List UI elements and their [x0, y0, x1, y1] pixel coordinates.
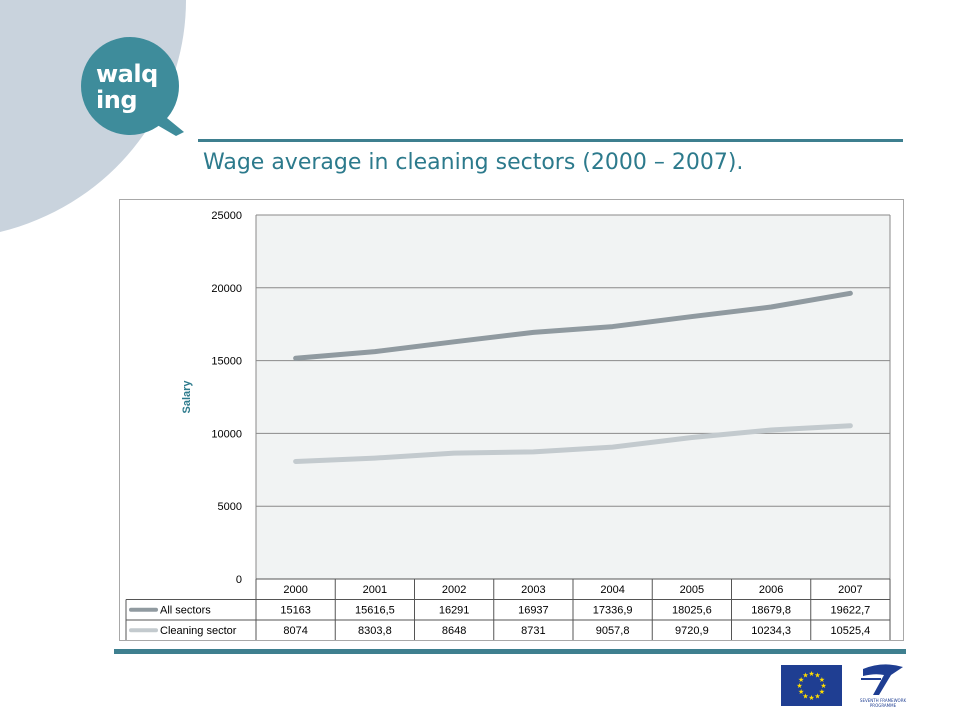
data-point: [373, 350, 377, 354]
fp7-caption-line2: PROGRAMME: [869, 703, 897, 708]
x-tick-label: 2004: [600, 584, 624, 596]
title-rule: [198, 139, 903, 142]
data-label: 18025,6: [672, 605, 712, 617]
x-tick-label: 2005: [680, 584, 704, 596]
data-point: [531, 450, 535, 454]
data-label: 17336,9: [593, 605, 633, 617]
data-point: [294, 459, 298, 463]
data-label: 8074: [283, 625, 307, 637]
logo-mark-icon: [81, 37, 184, 136]
eu-star-icon: ★: [796, 682, 802, 690]
line-chart: 0 5000 10000 15000 20000 25000 Salary 2000 2001 2…: [125, 210, 891, 640]
eu-star-icon: ★: [802, 672, 808, 680]
eu-star-icon: ★: [814, 692, 820, 700]
data-label: 19622,7: [830, 605, 870, 617]
y-tick-label: 20000: [211, 283, 242, 295]
plot-area: [256, 215, 890, 579]
fp7-caption-line1: SEVENTH FRAMEWORK: [859, 698, 907, 703]
data-label: 16937: [518, 605, 549, 617]
eu-star-icon: ★: [802, 692, 808, 700]
y-tick-label: 25000: [211, 210, 242, 222]
series-line-cleaning-sector: [293, 423, 853, 464]
x-tick-label: 2003: [521, 584, 545, 596]
data-point: [611, 445, 615, 449]
data-point: [769, 305, 773, 309]
y-tick-label: 10000: [211, 428, 242, 440]
eu-star-icon: ★: [820, 682, 826, 690]
data-point: [373, 456, 377, 460]
eu-star-icon: ★: [798, 676, 804, 684]
data-label: 8731: [521, 625, 545, 637]
eu-star-icon: ★: [819, 688, 825, 696]
data-label: 9720,9: [675, 625, 709, 637]
data-label: 18679,8: [751, 605, 791, 617]
x-tick-label: 2006: [759, 584, 783, 596]
walqing-logo: walq ing: [80, 36, 190, 136]
fp7-mark-icon: [861, 664, 903, 695]
logo-text-line1: walq: [96, 60, 158, 88]
data-point: [452, 340, 456, 344]
fp7-logo-icon: SEVENTH FRAMEWORK PROGRAMME: [857, 663, 909, 709]
eu-star-icon: ★: [808, 694, 814, 702]
footer-rule: [114, 649, 906, 654]
data-label: 10525,4: [830, 625, 870, 637]
data-point: [690, 315, 694, 319]
data-label: 8303,8: [358, 625, 392, 637]
x-tick-label: 2002: [442, 584, 466, 596]
y-axis-label: Salary: [181, 380, 193, 414]
x-tick-label: 2000: [283, 584, 307, 596]
data-label: 10234,3: [751, 625, 791, 637]
eu-star-icon: ★: [814, 672, 820, 680]
data-point: [690, 435, 694, 439]
legend-label: All sectors: [160, 605, 211, 617]
eu-star-icon: ★: [808, 670, 814, 678]
series-line-all-sectors: [293, 290, 853, 361]
data-point: [294, 356, 298, 360]
data-point: [531, 330, 535, 334]
data-point: [611, 325, 615, 329]
y-tick-label: 15000: [211, 356, 242, 368]
data-label: 15163: [280, 605, 311, 617]
eu-star-icon: ★: [819, 676, 825, 684]
eu-flag-icon: ★ ★★★★★★★★★★★: [781, 665, 842, 706]
y-tick-label: 0: [236, 574, 242, 586]
data-point: [848, 424, 852, 428]
eu-star-icon: ★: [798, 688, 804, 696]
x-tick-label: 2007: [838, 584, 862, 596]
slide-title: Wage average in cleaning sectors (2000 –…: [203, 150, 744, 175]
data-label: 15616,5: [355, 605, 395, 617]
data-label: 9057,8: [596, 625, 630, 637]
data-label: 16291: [439, 605, 470, 617]
logo-text-line2: ing: [96, 86, 138, 114]
y-tick-label: 5000: [218, 501, 242, 513]
data-label: 8648: [442, 625, 466, 637]
legend-label: Cleaning sector: [160, 625, 237, 637]
x-tick-label: 2001: [363, 584, 387, 596]
data-point: [452, 451, 456, 455]
data-point: [848, 291, 852, 295]
chart-frame: 0 5000 10000 15000 20000 25000 Salary 2000 2001 2…: [119, 199, 904, 641]
data-point: [769, 428, 773, 432]
